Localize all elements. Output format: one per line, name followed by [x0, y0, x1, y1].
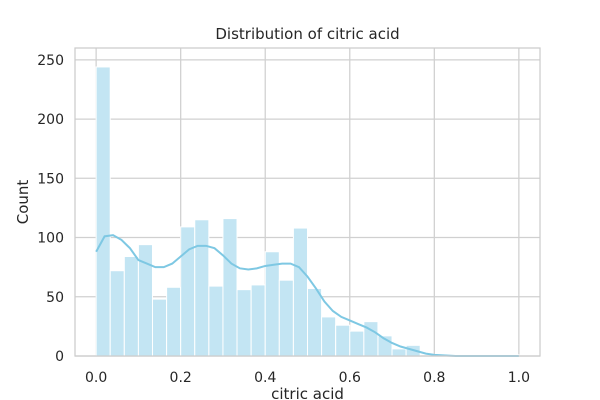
histogram-bar: [278, 279, 294, 357]
x-tick-label: 0.4: [254, 370, 276, 386]
histogram-bar: [321, 316, 337, 357]
y-tick-label: 0: [55, 349, 64, 365]
y-tick-labels: 0 50 100 150 200 250: [37, 53, 64, 365]
histogram-bar: [307, 287, 323, 357]
histogram-bar: [264, 251, 280, 357]
y-tick-label: 150: [37, 171, 64, 187]
y-tick-label: 100: [37, 231, 64, 247]
histogram-bar: [335, 324, 351, 357]
x-tick-label: 0.2: [170, 370, 192, 386]
x-tick-label: 0.6: [339, 370, 361, 386]
chart-title: Distribution of citric acid: [215, 25, 399, 43]
kde-curve: [95, 234, 519, 357]
histogram-bar: [391, 348, 407, 357]
plot-frame: [74, 47, 541, 357]
x-tick-label: 0.0: [85, 370, 107, 386]
histogram-bar: [123, 255, 139, 357]
histogram-bar: [109, 270, 125, 357]
y-axis-title: Count: [14, 180, 32, 225]
histogram-bar: [151, 298, 168, 357]
x-tick-label: 1.0: [508, 370, 530, 386]
histogram-bar: [166, 286, 182, 357]
y-tick-label: 50: [46, 290, 64, 306]
histogram-bar: [222, 218, 238, 357]
x-tick-labels: 0.0 0.2 0.4 0.6 0.8 1.0: [85, 370, 530, 386]
histogram-bar: [194, 219, 210, 357]
histogram-bar: [236, 289, 252, 357]
histogram-bar: [208, 285, 224, 357]
y-tick-label: 250: [37, 53, 64, 69]
histogram-bar: [250, 284, 266, 357]
histogram-bar: [180, 226, 196, 357]
histogram-bar: [95, 66, 111, 357]
y-tick-label: 200: [37, 112, 64, 128]
histogram-bar: [292, 227, 309, 357]
x-tick-label: 0.8: [423, 370, 445, 386]
histogram-bar: [349, 330, 365, 357]
x-axis-title: citric acid: [271, 385, 344, 400]
